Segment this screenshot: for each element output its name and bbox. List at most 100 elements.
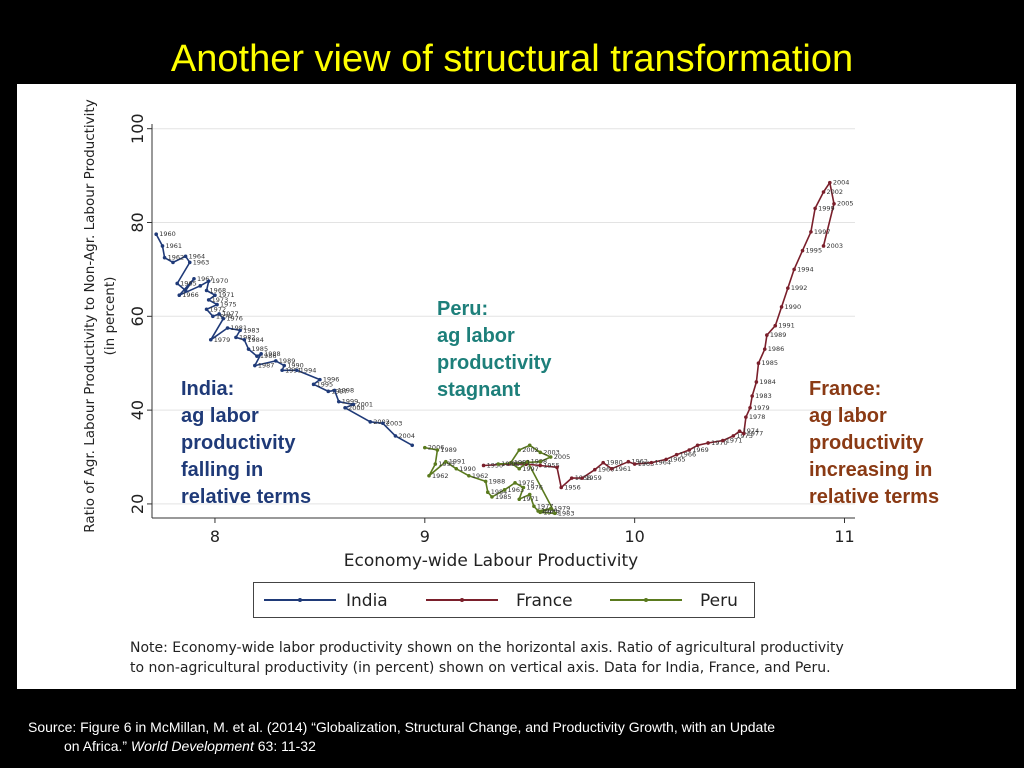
point-label-peru-13: 1971 [522,495,539,503]
annotation-peru-line-2: productivity [437,352,552,374]
legend-item-france: France [426,591,573,611]
point-peru-3 [427,473,431,478]
point-label-india-12: 1968 [210,287,227,295]
point-france-19 [720,438,725,443]
legend-item-peru: Peru [610,591,738,611]
annotation-peru-line-3: stagnant [437,379,521,401]
point-india-38 [351,402,356,407]
source-line-1: Source: Figure 6 in McMillan, M. et al. … [28,719,776,735]
point-label-peru-9: 1985 [495,493,512,501]
point-peru-12 [521,485,526,490]
point-france-14 [664,457,668,462]
annotation-india-line-3: falling in [181,459,264,481]
point-label-india-34: 1995 [317,380,334,388]
point-label-india-2: 1962 [168,254,185,262]
point-label-india-27: 1988 [264,350,281,358]
point-india-31 [280,368,284,373]
point-label-india-40: 2002 [373,418,390,426]
point-france-17 [695,443,700,448]
point-india-7 [183,288,188,293]
point-peru-24 [527,443,532,448]
point-france-12 [632,462,637,466]
series-peru: 2006198919931962199119901962198819841985… [423,443,574,517]
point-label-india-24: 1984 [247,336,264,344]
annotation-india-line-1: ag labor [181,405,259,427]
point-india-3 [171,260,175,265]
source-journal: World Development [130,738,254,754]
point-france-22 [741,431,746,436]
x-axis-title: Economy-wide Labour Productivity [344,551,638,571]
point-india-9 [177,293,182,298]
point-label-france-13: 1964 [654,459,671,467]
point-peru-23 [517,448,522,452]
point-france-4 [555,465,559,470]
point-france-8 [592,467,597,472]
point-india-33 [318,377,322,382]
slide-title: Another view of structural transformatio… [170,38,854,80]
point-label-france-14: 1965 [669,455,686,463]
point-label-france-27: 1985 [761,359,778,367]
point-label-india-37: 1999 [342,398,359,406]
point-india-5 [187,260,192,265]
point-france-38 [828,180,832,185]
point-india-8 [192,276,196,281]
point-label-peru-16: 1980 [541,507,558,515]
chart-legend: India France Peru [253,582,755,618]
point-france-9 [601,460,605,465]
point-peru-5 [454,466,459,471]
point-label-india-41: 2003 [386,419,403,427]
point-france-30 [773,323,778,328]
point-peru-7 [483,479,488,484]
x-tick-label-3: 11 [834,527,854,546]
point-label-india-8: 1967 [197,275,214,283]
point-label-india-13: 1971 [218,291,235,299]
point-france-0 [481,463,486,468]
point-peru-21 [517,466,522,471]
point-india-2 [162,255,167,260]
point-peru-0 [423,445,427,450]
point-peru-25 [538,450,543,455]
point-india-13 [213,293,217,298]
point-label-france-16: 1969 [692,446,709,454]
point-france-27 [756,361,761,366]
annotation-peru-line-0: Peru: [437,298,489,320]
point-label-india-23: 1982 [239,333,256,341]
y-tick-label-4: 100 [128,113,147,144]
point-label-india-30: 1990 [287,362,304,370]
point-france-16 [687,448,692,452]
point-label-peru-1: 1989 [440,446,457,454]
point-india-30 [282,363,287,368]
point-label-peru-15: 1977 [537,502,554,510]
annotation-france-line-0: France: [809,378,882,400]
point-label-peru-18: 1978 [543,508,560,516]
point-label-france-40: 2003 [827,242,844,250]
point-label-india-19: 1976 [226,315,243,323]
point-label-france-36: 1999 [818,204,835,212]
point-france-35 [809,230,813,234]
legend-label-france: France [516,591,573,611]
annotation-india-line-2: productivity [181,432,296,454]
point-label-india-4: 1964 [189,252,206,260]
point-label-france-5: 1956 [564,484,581,492]
point-peru-28 [496,462,501,466]
point-peru-6 [467,473,471,478]
source-line-2-start: on Africa.” [64,738,131,754]
point-france-10 [609,466,614,471]
point-label-peru-4: 1991 [449,458,466,466]
point-india-36 [332,388,337,393]
point-peru-4 [443,459,448,464]
point-france-11 [626,459,631,464]
point-france-39 [832,201,836,206]
point-label-india-16: 1972 [210,305,227,313]
point-label-peru-25: 2003 [543,448,560,456]
point-peru-13 [517,497,522,502]
y-axis-title: Ratio of Agr. Labour Productivity to Non… [82,99,98,532]
point-india-20 [208,337,213,342]
point-label-peru-23: 2002 [522,446,539,454]
point-label-france-15: 1966 [680,451,697,459]
point-peru-26 [548,455,553,459]
y-tick-label-3: 80 [128,212,147,232]
x-ticks: 8 9 10 11 [210,518,855,546]
